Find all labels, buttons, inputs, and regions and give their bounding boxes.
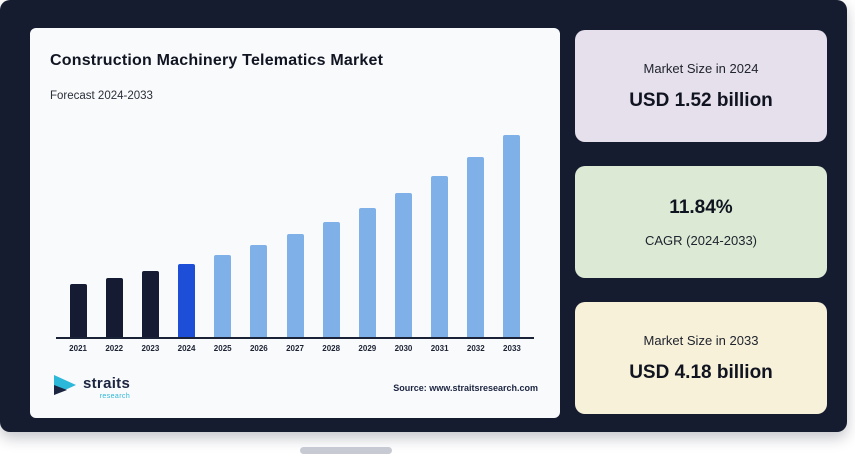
stat-value: USD 4.18 billion [629, 361, 773, 383]
source-attribution: Source: www.straitsresearch.com [393, 382, 538, 393]
bar-column [385, 124, 421, 337]
x-axis-label: 2025 [213, 344, 232, 353]
bar-column [168, 124, 204, 337]
bar-2024 [178, 263, 196, 337]
x-axis-label: 2032 [466, 344, 485, 353]
x-axis-label: 2030 [394, 344, 413, 353]
bar-2022 [105, 278, 123, 337]
x-axis-label: 2022 [105, 344, 124, 353]
horizontal-scrollbar-thumb[interactable] [300, 447, 392, 454]
bar-2027 [286, 233, 304, 337]
stat-label: Market Size in 2033 [643, 332, 759, 348]
x-axis-label: 2023 [141, 344, 160, 353]
bar-column [277, 124, 313, 337]
x-axis-label: 2029 [358, 344, 377, 353]
main-panel: Construction Machinery Telematics Market… [0, 0, 847, 432]
bar-2028 [322, 221, 340, 337]
x-axis-labels: 2021 2022 2023 2024 2025 2026 2027 2028 2029 2030… [56, 344, 534, 353]
bar-2032 [467, 157, 485, 337]
straits-research-logo: straits research [52, 373, 130, 402]
bar-column [205, 124, 241, 337]
bar-2021 [69, 284, 87, 337]
bar-2026 [250, 244, 268, 337]
chart-subtitle: Forecast 2024-2033 [50, 90, 153, 102]
stat-label: CAGR (2024-2033) [645, 232, 757, 248]
bar-column [132, 124, 168, 337]
bar-2030 [394, 193, 412, 337]
bar-column [313, 124, 349, 337]
x-axis-label: 2021 [69, 344, 87, 353]
x-axis-label: 2031 [430, 344, 449, 353]
bar-column [60, 124, 96, 337]
stat-value: 11.84% [669, 196, 733, 218]
bar-2023 [141, 271, 159, 337]
chart-title: Construction Machinery Telematics Market [50, 52, 384, 69]
bar-column [494, 124, 530, 337]
bar-column [349, 124, 385, 337]
chart-card: Construction Machinery Telematics Market… [30, 28, 560, 418]
market-size-2033-card: Market Size in 2033 USD 4.18 billion [575, 302, 827, 414]
x-axis-label: 2027 [286, 344, 304, 353]
stat-label: Market Size in 2024 [643, 60, 759, 76]
x-axis-label: 2024 [177, 344, 196, 353]
x-axis-label: 2033 [503, 344, 521, 353]
bar-column [422, 124, 458, 337]
chart-footer: straits research Source: www.straitsrese… [50, 373, 540, 406]
x-axis-label: 2028 [322, 344, 341, 353]
logo-subtitle: research [99, 392, 131, 400]
logo-arrow-icon [52, 373, 78, 402]
x-axis-label: 2026 [249, 344, 268, 353]
bar-2029 [358, 208, 376, 337]
bar-chart: 2021 2022 2023 2024 2025 2026 2027 2028 2029 2030… [50, 124, 540, 353]
bar-2031 [431, 175, 449, 337]
market-size-2024-card: Market Size in 2024 USD 1.52 billion [575, 30, 827, 142]
stat-cards: Market Size in 2024 USD 1.52 billion 11.… [575, 30, 827, 414]
stat-value: USD 1.52 billion [629, 89, 773, 111]
bar-column [458, 124, 494, 337]
bar-2033 [503, 134, 521, 337]
bar-column [96, 124, 132, 337]
cagr-card: 11.84% CAGR (2024-2033) [575, 166, 827, 278]
bar-2025 [214, 254, 232, 337]
chart-plot-area [56, 124, 534, 339]
logo-text: straits research [83, 376, 130, 400]
logo-name: straits [83, 374, 131, 392]
bar-column [241, 124, 277, 337]
